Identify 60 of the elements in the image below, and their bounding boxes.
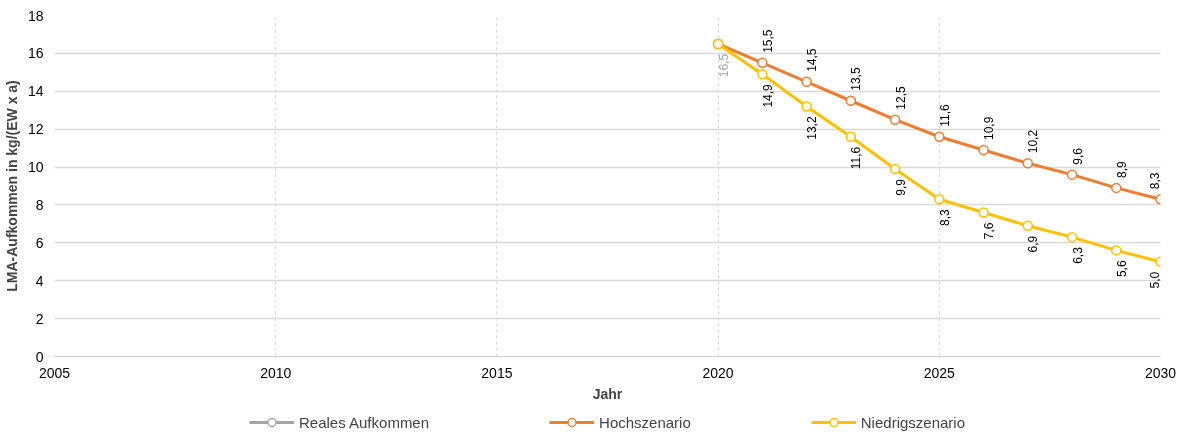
data-label: 11,6: [937, 103, 952, 127]
x-tick-label: 2015: [481, 364, 513, 381]
y-tick-label: 16: [27, 45, 44, 62]
point: [845, 95, 857, 106]
y-tick-label: 10: [27, 159, 44, 176]
point: [934, 131, 945, 142]
point: [757, 57, 768, 69]
point: [889, 114, 901, 125]
data-label: 13,5: [849, 67, 864, 91]
data-label: 8,3: [1148, 172, 1162, 190]
point: [1022, 220, 1034, 232]
data-label: 7,6: [982, 222, 997, 240]
point: [1066, 169, 1078, 180]
point: [978, 207, 989, 218]
y-axis-title: LMA-Aufkommen in kg/(EW x a): [3, 80, 20, 292]
point: [934, 194, 945, 205]
data-label: 9,9: [893, 178, 908, 196]
x-axis-title: Jahr: [592, 385, 623, 402]
legend-label: Hochszenario: [599, 413, 691, 431]
x-tick-label: 2010: [260, 364, 292, 381]
data-label: 6,9: [1026, 235, 1041, 253]
data-label: 15,5: [760, 29, 775, 53]
point: [1022, 158, 1034, 169]
y-tick-label: 14: [27, 83, 44, 100]
data-label: 6,3: [1070, 246, 1085, 264]
y-tick-label: 0: [35, 348, 44, 365]
point: [1111, 245, 1122, 256]
data-label: 10,9: [982, 116, 997, 141]
data-label: 14,9: [760, 83, 775, 108]
point: [889, 163, 901, 175]
y-tick-label: 4: [35, 272, 44, 289]
x-tick-label: 2030: [1144, 364, 1177, 381]
x-tick-label: 2005: [38, 364, 71, 381]
data-label: 8,9: [1114, 160, 1129, 178]
data-label: 12,5: [893, 86, 908, 110]
y-tick-label: 6: [35, 234, 44, 251]
point: [801, 101, 812, 112]
point: [1066, 231, 1078, 243]
data-label: 5,0: [1148, 271, 1162, 289]
y-tick-label: 18: [27, 7, 44, 24]
point: [1111, 182, 1122, 194]
legend-label: Reales Aufkommen: [298, 413, 430, 431]
y-tick-label: 12: [27, 121, 44, 138]
data-label: 5,6: [1114, 260, 1129, 278]
point: [801, 76, 812, 88]
data-label: 13,2: [805, 116, 820, 140]
point: [757, 68, 768, 80]
data-label: 10,2: [1026, 129, 1041, 154]
legend-label: Niedrigszenario: [860, 413, 966, 431]
data-label: 14,5: [805, 48, 820, 72]
data-label: 9,6: [1070, 147, 1085, 165]
y-tick-label: 2: [35, 310, 44, 327]
point: [845, 131, 857, 142]
data-label: 8,3: [937, 208, 952, 226]
point: [978, 144, 989, 156]
data-label: 11,6: [849, 146, 864, 170]
x-tick-label: 2020: [702, 364, 734, 381]
y-tick-label: 8: [35, 196, 44, 213]
x-tick-label: 2025: [923, 364, 956, 381]
data-label: 16,5: [716, 53, 731, 78]
